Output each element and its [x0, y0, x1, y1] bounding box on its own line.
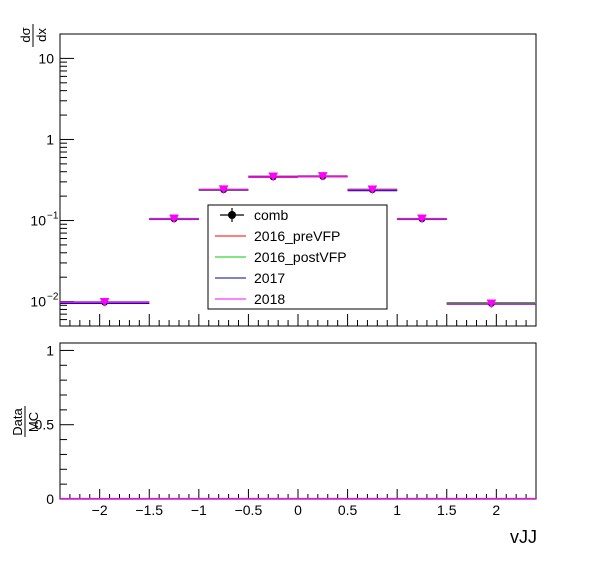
lower-x-tick-label: 1 [393, 502, 401, 518]
legend-comb-marker [228, 211, 236, 219]
lower-x-tick-label: −0.5 [235, 502, 263, 518]
lower-y-tick-label: 1 [46, 342, 54, 358]
lower-y-tick-label: 0 [46, 491, 54, 507]
upper-y-tick-label: 10 −1 [30, 211, 58, 229]
legend-label: 2018 [254, 291, 285, 307]
upper-y-axis-label: dσ dx [18, 24, 49, 47]
2018-marker [317, 172, 328, 181]
upper-series-group [60, 172, 536, 309]
upper-ylabel-numerator: dσ [18, 27, 33, 42]
lower-x-axis: −2 −1.5 −1 −0.5 0 0.5 1 1.5 2 [59, 489, 537, 518]
lower-x-tick-label: −1 [191, 502, 207, 518]
series-2018-markers [99, 172, 497, 309]
lower-x-tick-label: 1.5 [437, 502, 457, 518]
legend-label: 2016_postVFP [254, 249, 347, 265]
2018-marker [218, 185, 229, 195]
upper-y-tick-label: 1 [46, 131, 54, 147]
lower-ylabel-denominator: MC [26, 412, 41, 432]
lower-x-tick-label: 0 [294, 502, 302, 518]
x-axis-label: vJJ [510, 527, 537, 547]
legend-label: 2016_preVFP [254, 228, 340, 244]
lower-panel: 0 0.5 1 −2 −1.5 −1 −0.5 0 0.5 1 1.5 2 Data MC vJJ [10, 342, 537, 547]
2018-marker [99, 298, 110, 307]
upper-y-tick-label-base: 10 [30, 294, 46, 310]
lower-y-tick-label: 0.5 [35, 417, 55, 433]
2018-marker [417, 214, 427, 224]
lower-ylabel-numerator: Data [10, 408, 25, 436]
legend-entry: 2018 [215, 291, 285, 307]
lower-x-tick-label: −1.5 [135, 502, 163, 518]
upper-y-tick-label-base: 10 [38, 50, 54, 66]
upper-y-tick-label-base: 10 [30, 213, 46, 229]
lower-plot-frame [59, 342, 537, 500]
upper-y-tick-label-exponent: −1 [47, 211, 59, 222]
legend-entry: 2017 [215, 270, 285, 286]
upper-y-tick-label-base: 1 [46, 131, 54, 147]
lower-x-tick-label: −2 [92, 502, 108, 518]
legend-entry: 2016_preVFP [215, 228, 340, 244]
upper-y-tick-label: 10 −2 [30, 292, 58, 310]
legend-label: 2017 [254, 270, 285, 286]
2018-marker [268, 172, 279, 182]
2018-marker [169, 214, 179, 224]
lower-x-tick-label: 2 [492, 502, 500, 518]
upper-x-axis [59, 314, 537, 326]
2018-marker [367, 185, 378, 195]
legend-entry: 2016_postVFP [215, 249, 347, 265]
upper-ylabel-denominator: dx [34, 28, 49, 42]
2018-marker [486, 299, 497, 309]
lower-y-axis-label: Data MC [10, 406, 41, 437]
lower-x-tick-label: 0.5 [338, 502, 358, 518]
legend: comb 2016_preVFP 2016_postVFP 2017 2018 [207, 204, 388, 310]
upper-y-tick-label: 10 [38, 50, 54, 66]
upper-y-tick-label-exponent: −2 [47, 292, 59, 303]
legend-label: comb [254, 207, 288, 223]
legend-entry: comb [220, 207, 288, 223]
